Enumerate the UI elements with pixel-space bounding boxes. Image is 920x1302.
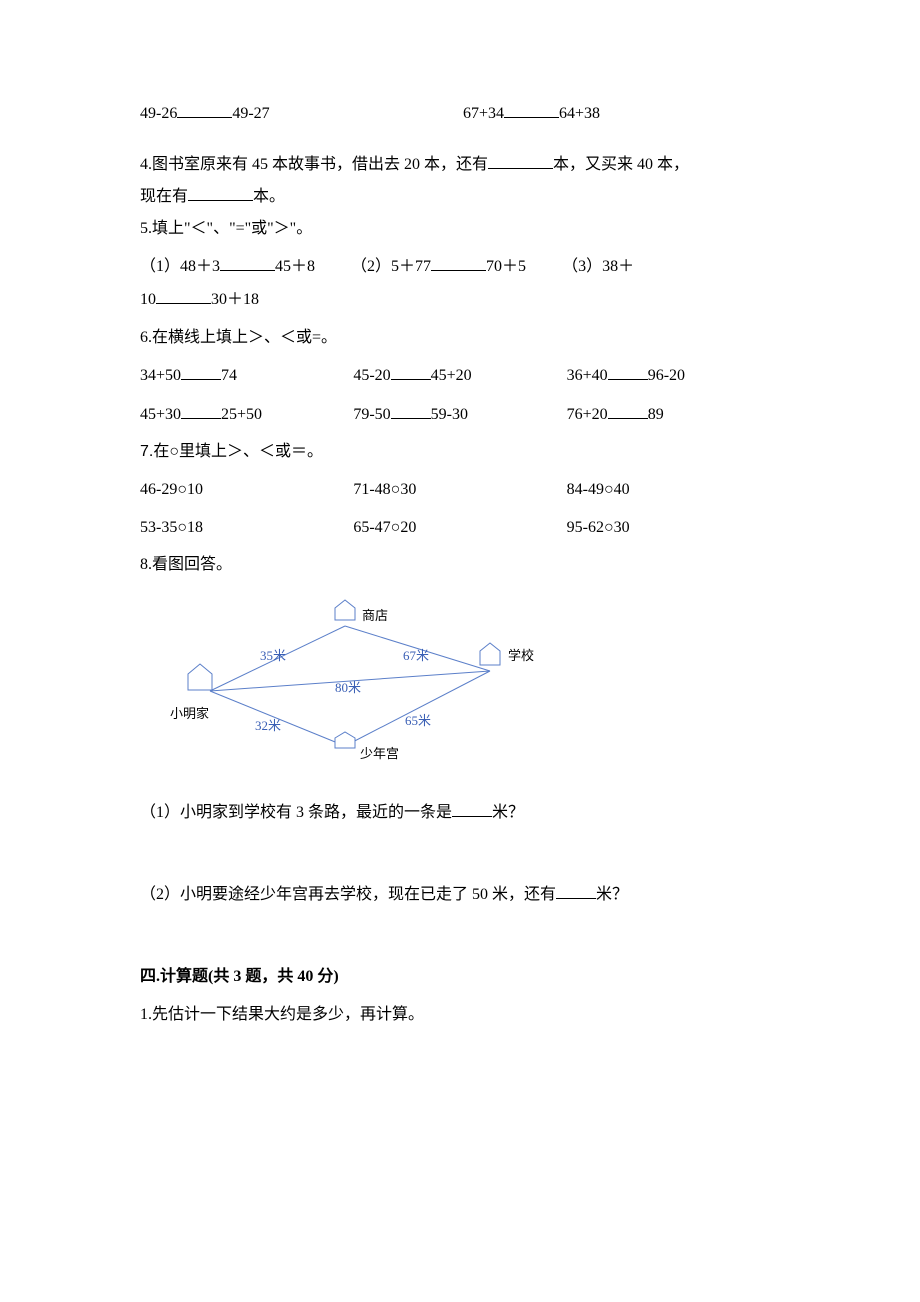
label-home: 小明家 [170, 704, 209, 725]
section4-title: 四.计算题(共 3 题，共 40 分) [140, 964, 780, 990]
blank[interactable] [188, 183, 253, 201]
q6-r1-a2: 74 [221, 367, 237, 384]
label-35: 35米 [260, 646, 286, 667]
q7-row1: 46-29○10 71-48○30 84-49○40 [140, 477, 780, 503]
q4-text-b: 本，又买来 40 本， [553, 156, 689, 173]
q5-p2a: （2）5＋77 [351, 258, 431, 275]
blank[interactable] [220, 253, 275, 271]
q5-p3a: （3）38＋ [562, 258, 634, 275]
q6-r2-b2: 59-30 [431, 406, 468, 423]
q3-r2-a: 49-26 [140, 105, 177, 122]
q5-title: 5.填上"＜"、"="或"＞"。 [140, 216, 780, 242]
q8-sub1a: （1）小明家到学校有 3 条路，最近的一条是 [140, 804, 452, 821]
q7-row2: 53-35○18 65-47○20 95-62○30 [140, 515, 780, 541]
q6-r2-b1: 79-50 [353, 406, 390, 423]
section4-q1: 1.先估计一下结果大约是多少，再计算。 [140, 1002, 780, 1028]
q5-p3c: 30＋18 [211, 291, 259, 308]
q6-r1-b2: 45+20 [431, 367, 472, 384]
q4-text-d: 本。 [253, 188, 285, 205]
q4-line1: 4.图书室原来有 45 本故事书，借出去 20 本，还有 本，又买来 40 本， [140, 151, 780, 178]
q6-r2-a1: 45+30 [140, 406, 181, 423]
q6-row2: 45+30 25+50 79-50 59-30 76+20 89 [140, 401, 780, 428]
blank[interactable] [181, 362, 221, 380]
label-school: 学校 [508, 646, 534, 667]
blank[interactable] [156, 286, 211, 304]
q6-r1-a: 34+50 74 [140, 362, 353, 389]
q6-r1-c2: 96-20 [648, 367, 685, 384]
q3-r2-c: 67+34 [463, 105, 504, 122]
blank[interactable] [608, 362, 648, 380]
q7-title-text: 7.在○里填上＞、＜或＝。 [140, 443, 323, 460]
q8-sub2b: 米？ [596, 886, 628, 903]
label-67: 67米 [403, 646, 429, 667]
q6-r2-a2: 25+50 [221, 406, 262, 423]
q5-row: （1）48＋3 45＋8 （2）5＋77 70＋5 （3）38＋ [140, 253, 780, 280]
q6-r2-c1: 76+20 [567, 406, 608, 423]
q3-row2-right: 67+34 64+38 [457, 100, 780, 127]
q7-r1-c: 84-49○40 [567, 477, 780, 503]
q8-sub2a: （2）小明要途经少年宫再去学校，现在已走了 50 米，还有 [140, 886, 556, 903]
label-palace: 少年宫 [360, 744, 399, 765]
q5-row2: 10 30＋18 [140, 286, 780, 313]
q6-r1-b: 45-20 45+20 [353, 362, 566, 389]
blank[interactable] [608, 401, 648, 419]
blank[interactable] [504, 100, 559, 118]
q8-diagram: 商店 学校 小明家 少年宫 35米 67米 80米 32米 65米 [160, 596, 560, 771]
q5-p3b: 10 [140, 291, 156, 308]
blank[interactable] [488, 151, 553, 169]
q8-sub1b: 米？ [492, 804, 524, 821]
q5-p1b: 45＋8 [275, 258, 315, 275]
q8-title: 8.看图回答。 [140, 552, 780, 578]
q6-title: 6.在横线上填上＞、＜或=。 [140, 325, 780, 351]
blank[interactable] [177, 100, 232, 118]
q6-r2-c: 76+20 89 [567, 401, 780, 428]
label-shop: 商店 [362, 606, 388, 627]
q4-text-a: 4.图书室原来有 45 本故事书，借出去 20 本，还有 [140, 156, 488, 173]
q7-title: 7.在○里填上＞、＜或＝。 [140, 439, 780, 465]
q4-line2: 现在有 本。 [140, 183, 780, 210]
q3-r2-b: 49-27 [232, 105, 269, 122]
q3-row2: 49-26 49-27 67+34 64+38 [140, 100, 780, 127]
label-65: 65米 [405, 711, 431, 732]
q6-r2-b: 79-50 59-30 [353, 401, 566, 428]
q6-r2-c2: 89 [648, 406, 664, 423]
q7-r2-b: 65-47○20 [353, 515, 566, 541]
q6-r1-c: 36+40 96-20 [567, 362, 780, 389]
blank[interactable] [391, 401, 431, 419]
q8-sub1: （1）小明家到学校有 3 条路，最近的一条是 米？ [140, 799, 780, 826]
blank[interactable] [181, 401, 221, 419]
q6-r1-c1: 36+40 [567, 367, 608, 384]
q7-r2-c: 95-62○30 [567, 515, 780, 541]
q7-r1-a: 46-29○10 [140, 477, 353, 503]
label-32: 32米 [255, 716, 281, 737]
q5-p1a: （1）48＋3 [140, 258, 220, 275]
blank[interactable] [391, 362, 431, 380]
q4-text-c: 现在有 [140, 188, 188, 205]
blank[interactable] [452, 799, 492, 817]
q8-sub2: （2）小明要途经少年宫再去学校，现在已走了 50 米，还有 米？ [140, 881, 780, 908]
q7-r1-b: 71-48○30 [353, 477, 566, 503]
q6-r2-a: 45+30 25+50 [140, 401, 353, 428]
q6-row1: 34+50 74 45-20 45+20 36+40 96-20 [140, 362, 780, 389]
q7-r2-a: 53-35○18 [140, 515, 353, 541]
q3-row2-left: 49-26 49-27 [140, 100, 457, 127]
label-80: 80米 [335, 678, 361, 699]
blank[interactable] [431, 253, 486, 271]
q5-p2b: 70＋5 [486, 258, 526, 275]
q6-r1-a1: 34+50 [140, 367, 181, 384]
blank[interactable] [556, 881, 596, 899]
q3-r2-d: 64+38 [559, 105, 600, 122]
q6-r1-b1: 45-20 [353, 367, 390, 384]
